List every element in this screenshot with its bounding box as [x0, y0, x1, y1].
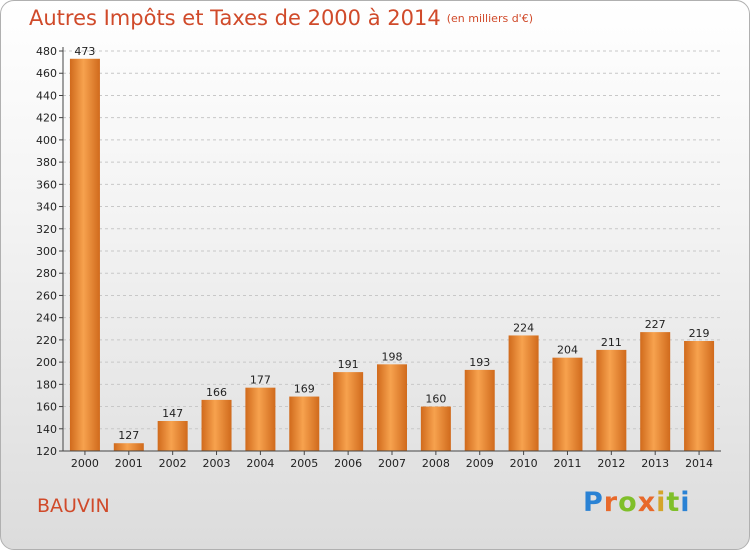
bar-2005 [289, 396, 320, 451]
value-label-2006: 191 [338, 358, 359, 371]
bar-2004 [245, 387, 276, 451]
bar-2003 [201, 399, 232, 451]
place-name: BAUVIN [37, 495, 110, 517]
x-tick-label-2011: 2011 [553, 457, 581, 470]
x-tick-label-2003: 2003 [203, 457, 231, 470]
y-tick-label: 380 [36, 156, 57, 169]
bar-2000 [69, 58, 100, 452]
x-tick-label-2005: 2005 [290, 457, 318, 470]
y-tick-label: 140 [36, 423, 57, 436]
y-tick-label: 260 [36, 289, 57, 302]
proxiti-logo: Proxiti [583, 487, 691, 518]
y-tick-label: 420 [36, 112, 57, 125]
y-tick-label: 360 [36, 178, 57, 191]
bar-2012 [596, 349, 627, 451]
bar-2011 [552, 357, 583, 451]
chart-title: Autres Impôts et Taxes de 2000 à 2014 (en… [29, 6, 533, 30]
value-label-2009: 193 [469, 356, 490, 369]
x-tick-label-2006: 2006 [334, 457, 362, 470]
value-label-2013: 227 [645, 318, 666, 331]
x-tick-label-2013: 2013 [641, 457, 669, 470]
x-tick-label-2010: 2010 [510, 457, 538, 470]
y-tick-label: 220 [36, 334, 57, 347]
y-tick-label: 440 [36, 89, 57, 102]
axes: 120 140 160 180 200 220 240 260 280 300 320 340 360 3… [36, 45, 721, 470]
value-label-2011: 204 [557, 344, 578, 357]
value-label-2007: 198 [382, 350, 403, 363]
y-tick-label: 180 [36, 378, 57, 391]
y-tick-label: 340 [36, 201, 57, 214]
bar-2001 [113, 443, 144, 451]
x-tick-label-2009: 2009 [466, 457, 494, 470]
value-label-2000: 473 [74, 45, 95, 58]
y-tick-label: 480 [36, 45, 57, 58]
y-tick-label: 400 [36, 134, 57, 147]
x-tick-label-2012: 2012 [597, 457, 625, 470]
bar-2006 [333, 372, 364, 451]
value-label-2008: 160 [425, 393, 446, 406]
chart-subtitle: (en milliers d'€) [446, 12, 533, 25]
bar-2007 [377, 364, 407, 451]
value-label-2010: 224 [513, 321, 534, 334]
x-tick-label-2014: 2014 [685, 457, 713, 470]
bar-2008 [420, 406, 451, 451]
bar-2002 [157, 421, 188, 451]
y-tick-label: 200 [36, 356, 57, 369]
value-label-2005: 169 [294, 383, 315, 396]
y-tick-label: 320 [36, 223, 57, 236]
y-tick-label: 300 [36, 245, 57, 258]
x-tick-label-2000: 2000 [71, 457, 99, 470]
value-label-2003: 166 [206, 386, 227, 399]
x-tick-label-2001: 2001 [115, 457, 143, 470]
x-tick-label-2007: 2007 [378, 457, 406, 470]
y-tick-label: 120 [36, 445, 57, 458]
bar-2010 [508, 335, 539, 451]
value-label-2002: 147 [162, 407, 183, 420]
value-label-2014: 219 [689, 327, 710, 340]
x-tick-label-2008: 2008 [422, 457, 450, 470]
bar-2009 [464, 369, 495, 451]
chart-title-text: Autres Impôts et Taxes de 2000 à 2014 [29, 6, 441, 30]
x-tick-label-2004: 2004 [246, 457, 274, 470]
bars: 473 127 147 166 177 169 191 198 160 193 224 204 211 2… [69, 45, 715, 452]
value-label-2012: 211 [601, 336, 622, 349]
y-tick-label: 280 [36, 267, 57, 280]
bar-2013 [640, 332, 671, 451]
bar-2014 [684, 341, 715, 451]
y-tick-label: 460 [36, 67, 57, 80]
value-label-2001: 127 [118, 429, 139, 442]
y-tick-label: 240 [36, 312, 57, 325]
y-tick-label: 160 [36, 401, 57, 414]
value-label-2004: 177 [250, 374, 271, 387]
x-tick-label-2002: 2002 [159, 457, 187, 470]
